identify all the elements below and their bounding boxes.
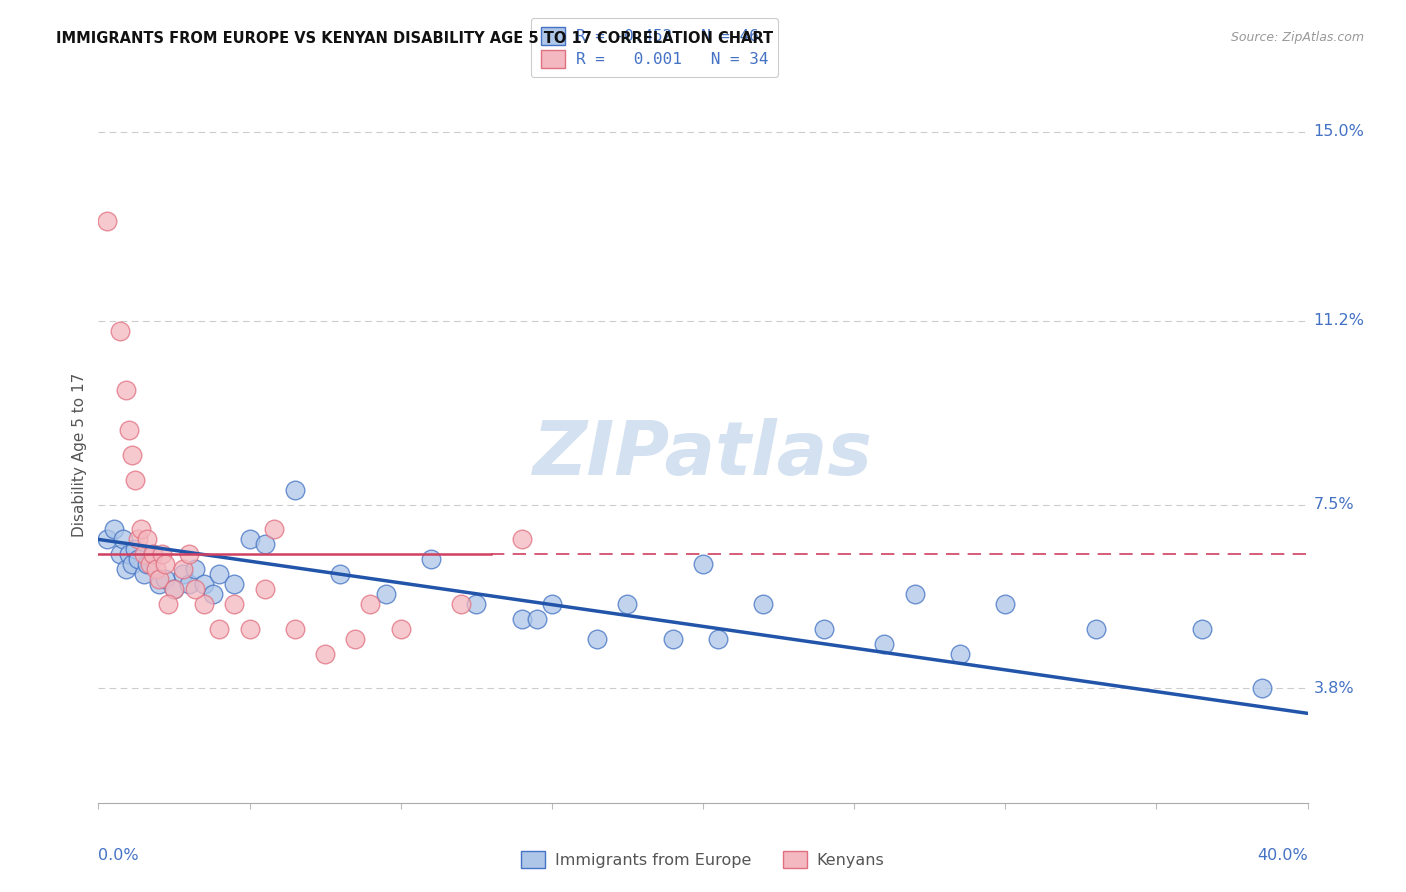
Point xyxy=(163,582,186,596)
Point xyxy=(111,533,134,547)
Point xyxy=(114,384,136,398)
Point xyxy=(510,612,533,626)
Legend: Immigrants from Europe, Kenyans: Immigrants from Europe, Kenyans xyxy=(515,845,891,875)
Text: IMMIGRANTS FROM EUROPE VS KENYAN DISABILITY AGE 5 TO 17 CORRELATION CHART: IMMIGRANTS FROM EUROPE VS KENYAN DISABIL… xyxy=(56,31,773,46)
Text: ZIPatlas: ZIPatlas xyxy=(533,418,873,491)
Point xyxy=(360,597,382,611)
Point xyxy=(208,622,231,636)
Text: 0.0%: 0.0% xyxy=(98,847,139,863)
Point xyxy=(1191,622,1213,636)
Point xyxy=(118,547,141,561)
Point xyxy=(184,582,207,596)
Point xyxy=(420,552,443,566)
Point xyxy=(616,597,638,611)
Point xyxy=(526,612,548,626)
Point xyxy=(163,582,186,596)
Text: 3.8%: 3.8% xyxy=(1313,681,1354,696)
Point xyxy=(132,567,155,582)
Point xyxy=(193,597,215,611)
Point xyxy=(873,637,896,651)
Point xyxy=(1251,681,1274,696)
Point xyxy=(707,632,730,646)
Point xyxy=(135,558,157,572)
Point xyxy=(224,577,246,591)
Point xyxy=(145,562,167,576)
Point xyxy=(344,632,367,646)
Point xyxy=(118,423,141,437)
Point xyxy=(132,547,155,561)
Text: 11.2%: 11.2% xyxy=(1313,313,1365,328)
Point xyxy=(389,622,412,636)
Point xyxy=(135,533,157,547)
Point xyxy=(184,562,207,576)
Text: 7.5%: 7.5% xyxy=(1313,497,1354,512)
Point xyxy=(374,587,396,601)
Point xyxy=(253,537,276,551)
Point xyxy=(153,558,176,572)
Point xyxy=(239,622,262,636)
Point xyxy=(284,622,307,636)
Point xyxy=(96,533,118,547)
Point xyxy=(179,577,201,591)
Point xyxy=(239,533,262,547)
Text: Source: ZipAtlas.com: Source: ZipAtlas.com xyxy=(1230,31,1364,45)
Point xyxy=(202,587,225,601)
Text: 15.0%: 15.0% xyxy=(1313,124,1364,139)
Point xyxy=(172,562,194,576)
Point xyxy=(124,542,146,557)
Point xyxy=(208,567,231,582)
Point xyxy=(994,597,1017,611)
Point xyxy=(142,547,165,561)
Point xyxy=(129,523,152,537)
Point xyxy=(150,547,173,561)
Point xyxy=(329,567,352,582)
Point xyxy=(193,577,215,591)
Point xyxy=(148,572,170,586)
Point xyxy=(108,547,131,561)
Point xyxy=(148,577,170,591)
Point xyxy=(224,597,246,611)
Point xyxy=(314,647,336,661)
Point xyxy=(465,597,488,611)
Point xyxy=(156,597,179,611)
Point xyxy=(96,214,118,228)
Point xyxy=(108,324,131,338)
Point xyxy=(103,523,125,537)
Point xyxy=(253,582,276,596)
Point xyxy=(179,547,201,561)
Point xyxy=(692,558,714,572)
Point xyxy=(752,597,775,611)
Point xyxy=(121,558,143,572)
Point xyxy=(510,533,533,547)
Point xyxy=(172,567,194,582)
Point xyxy=(153,572,176,586)
Point xyxy=(586,632,609,646)
Point xyxy=(813,622,835,636)
Point xyxy=(127,533,149,547)
Point xyxy=(661,632,683,646)
Point xyxy=(904,587,927,601)
Point xyxy=(263,523,285,537)
Y-axis label: Disability Age 5 to 17: Disability Age 5 to 17 xyxy=(72,373,87,537)
Point xyxy=(949,647,972,661)
Point xyxy=(124,473,146,487)
Point xyxy=(121,448,143,462)
Text: 40.0%: 40.0% xyxy=(1257,847,1308,863)
Point xyxy=(284,483,307,497)
Point xyxy=(127,552,149,566)
Point xyxy=(540,597,562,611)
Point xyxy=(450,597,472,611)
Point xyxy=(114,562,136,576)
Point xyxy=(142,547,165,561)
Point xyxy=(139,558,162,572)
Point xyxy=(1085,622,1108,636)
